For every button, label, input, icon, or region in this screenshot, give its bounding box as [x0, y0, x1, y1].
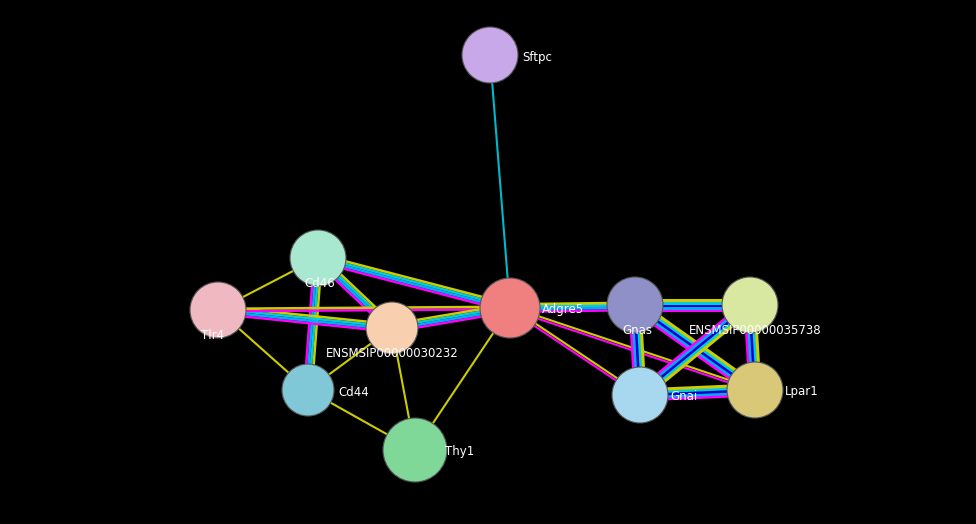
- Circle shape: [190, 282, 246, 338]
- Text: Gnas: Gnas: [622, 324, 652, 337]
- Circle shape: [727, 362, 783, 418]
- Text: Cd44: Cd44: [338, 386, 369, 398]
- Text: ENSMSIP00000035738: ENSMSIP00000035738: [689, 324, 822, 337]
- Circle shape: [480, 278, 540, 338]
- Circle shape: [383, 418, 447, 482]
- Text: Cd46: Cd46: [305, 277, 336, 290]
- Circle shape: [462, 27, 518, 83]
- Text: Lpar1: Lpar1: [785, 386, 819, 398]
- Text: Thy1: Thy1: [445, 445, 474, 458]
- Circle shape: [722, 277, 778, 333]
- Circle shape: [607, 277, 663, 333]
- Circle shape: [612, 367, 668, 423]
- Text: Tlr4: Tlr4: [201, 329, 224, 342]
- Circle shape: [282, 364, 334, 416]
- Text: Sftpc: Sftpc: [522, 50, 551, 63]
- Text: ENSMSIP00000030232: ENSMSIP00000030232: [326, 347, 459, 360]
- Text: Adgre5: Adgre5: [542, 303, 584, 316]
- Circle shape: [290, 230, 346, 286]
- Text: Gnai: Gnai: [670, 390, 697, 403]
- Circle shape: [366, 302, 418, 354]
